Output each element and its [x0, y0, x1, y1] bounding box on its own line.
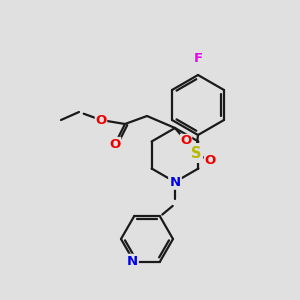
Text: O: O: [180, 134, 192, 148]
Text: S: S: [191, 146, 201, 160]
Text: O: O: [95, 113, 106, 127]
Text: O: O: [204, 154, 216, 167]
Text: N: N: [169, 176, 181, 188]
Text: F: F: [194, 52, 202, 65]
Text: O: O: [110, 137, 121, 151]
Text: N: N: [126, 255, 138, 268]
